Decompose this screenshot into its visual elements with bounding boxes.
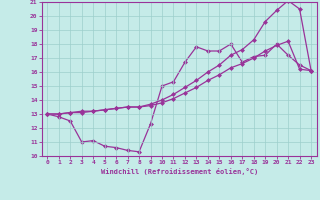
X-axis label: Windchill (Refroidissement éolien,°C): Windchill (Refroidissement éolien,°C) xyxy=(100,168,258,175)
